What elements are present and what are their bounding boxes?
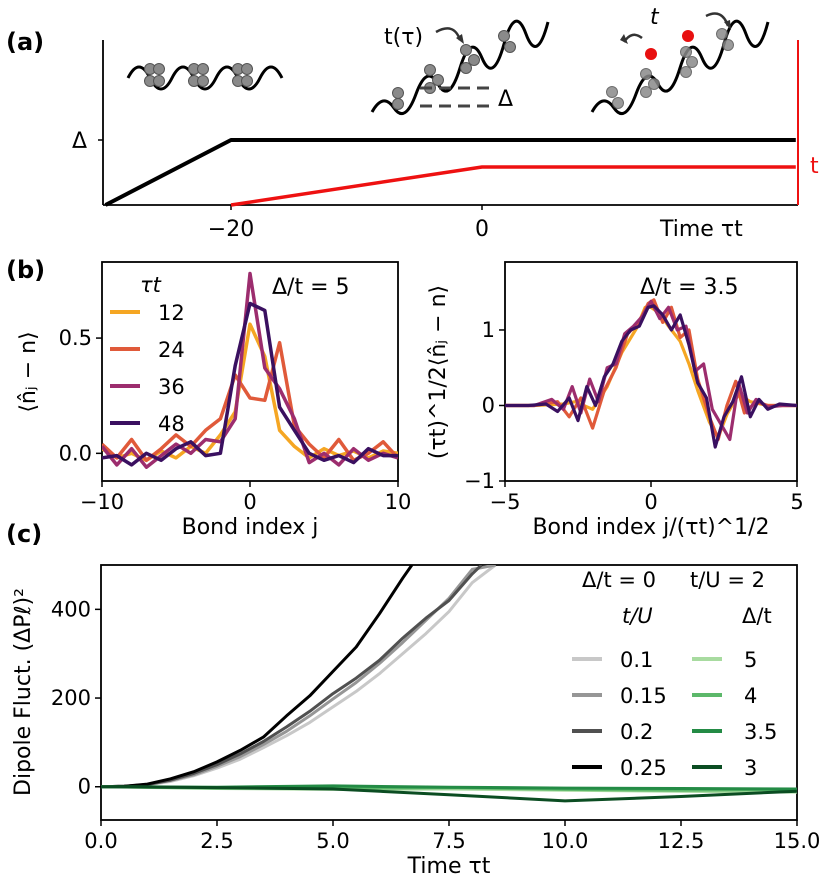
panel-c-ylabel: Dipole Fluct. (ΔPℓ)² <box>11 588 36 796</box>
c-series-0.15 <box>101 565 496 789</box>
b-left-xtick-label: 10 <box>385 490 412 514</box>
b-left-ytick-label: 0.0 <box>59 441 92 465</box>
legend-group-2-title: t/U = 2 <box>690 568 765 592</box>
panel-b-left-annotation: Δ/t = 5 <box>272 275 350 300</box>
t-ramp-line <box>230 165 796 207</box>
panel-b-left-xlabel: Bond index j <box>182 515 319 540</box>
panel-c-label: (c) <box>6 520 42 548</box>
b-left-xtick-label: −10 <box>80 490 124 514</box>
panel-b-right-xlabel: Bond index j/(τt)^1/2 <box>532 515 769 540</box>
c-xtick-label: 5.0 <box>316 829 349 853</box>
hop-arrow-2-head <box>620 34 628 44</box>
panel-b-right-ylabel: (τt)^1/2⟨n̂ⱼ − n⟩ <box>426 285 451 459</box>
c-series-0.25 <box>101 565 414 789</box>
c-series-3 <box>101 785 797 803</box>
panel-c-frame <box>100 564 798 821</box>
b-right-ytick-label: −1 <box>464 469 495 493</box>
c-ytick-label: 200 <box>51 686 91 710</box>
b-right-xtick-label: 0 <box>644 490 657 514</box>
b-right-ytick-label: 1 <box>482 318 495 342</box>
b-legend-label: 24 <box>158 338 185 362</box>
delta-ramp-line <box>104 138 796 207</box>
c-xtick-label: 10.0 <box>542 829 589 853</box>
lattice-tilted-holes <box>590 19 770 116</box>
b-legend-label: 36 <box>158 375 185 399</box>
hole-particle-1 <box>645 48 657 60</box>
panel-a-xlabel: Time τt <box>659 217 743 242</box>
legend-group-1-title: Δ/t = 0 <box>582 568 656 592</box>
b-left-series-48 <box>102 301 398 467</box>
panel-a-label: (a) <box>6 28 44 56</box>
b-left-series-24 <box>102 340 398 463</box>
b-right-xtick-label: −5 <box>490 490 521 514</box>
atoms-tilted-holes <box>606 28 734 109</box>
b-left-series-12 <box>102 322 398 463</box>
c-ytick-label: 0 <box>78 775 91 799</box>
panel-b-legend-title: τt <box>140 273 162 297</box>
c-xtick-label: 0.0 <box>84 829 117 853</box>
panel-a-xtick-label-m20: −20 <box>208 217 254 242</box>
b-left-xtick-label: 0 <box>243 490 256 514</box>
b-right-series-48 <box>505 304 797 449</box>
c-ytick-label: 400 <box>51 597 91 621</box>
panel-a-delta-tick-label: Δ <box>72 129 87 154</box>
b-legend-label: 12 <box>158 301 185 325</box>
b-right-series-24 <box>505 298 797 442</box>
panel-b-right-annotation: Δ/t = 3.5 <box>640 275 739 300</box>
schematic-t-label: t <box>650 5 660 30</box>
panel-b-right: −5 0 5 −1 0 1 Δ/t = 3.5 Bond index j/(τt)^1/2… <box>426 261 804 540</box>
b-right-xtick-label: 5 <box>790 490 803 514</box>
atoms-tilted <box>392 30 516 110</box>
b-left-series-36 <box>102 271 398 469</box>
panel-c-xlabel: Time τt <box>407 854 491 879</box>
atoms-flat <box>144 63 253 87</box>
c-xtick-label: 15.0 <box>774 829 821 853</box>
legend-group-1-subtitle: t/U <box>622 604 653 628</box>
c-xtick-label: 7.5 <box>432 829 465 853</box>
panel-a: Δ t −20 0 Time τt Δ t(τ) <box>72 5 819 242</box>
c-legend-label: 5 <box>744 648 757 672</box>
panel-b-label: (b) <box>6 256 45 284</box>
hole-particle-2 <box>682 30 694 42</box>
panel-a-xtick-label-0: 0 <box>475 217 489 242</box>
panel-a-t-tick-label: t <box>810 154 819 179</box>
hop-arrow-3-head <box>724 20 731 30</box>
b-right-series-36 <box>505 299 797 442</box>
c-legend-label: 0.25 <box>620 756 667 780</box>
hop-arrow-3 <box>705 12 730 27</box>
hop-arrow-1-head <box>456 34 464 44</box>
c-legend-label: 3 <box>744 756 757 780</box>
c-xtick-label: 12.5 <box>658 829 705 853</box>
schematic-t-tau-label: t(τ) <box>384 25 423 50</box>
b-right-series-12 <box>505 305 797 439</box>
c-series-0.1 <box>101 565 497 789</box>
panel-b-left: −10 0 10 0.0 0.5 Δ/t = 5 τt 12 24 36 48 Bond in… <box>16 261 412 540</box>
schematic-delta-label: Δ <box>498 87 513 112</box>
b-right-ytick-label: 0 <box>482 393 495 417</box>
c-legend-label: 4 <box>744 684 757 708</box>
c-legend-label: 0.1 <box>620 648 653 672</box>
c-legend-label: 3.5 <box>744 720 777 744</box>
c-legend-label: 0.2 <box>620 720 653 744</box>
c-legend-label: 0.15 <box>620 684 667 708</box>
c-xtick-label: 2.5 <box>200 829 233 853</box>
c-series-0.2 <box>101 565 483 789</box>
panel-b-left-ylabel: ⟨n̂ⱼ − n⟩ <box>16 331 41 412</box>
b-legend-label: 48 <box>158 412 185 436</box>
legend-group-2-subtitle: Δ/t <box>742 604 772 628</box>
b-left-ytick-label: 0.5 <box>59 326 92 350</box>
